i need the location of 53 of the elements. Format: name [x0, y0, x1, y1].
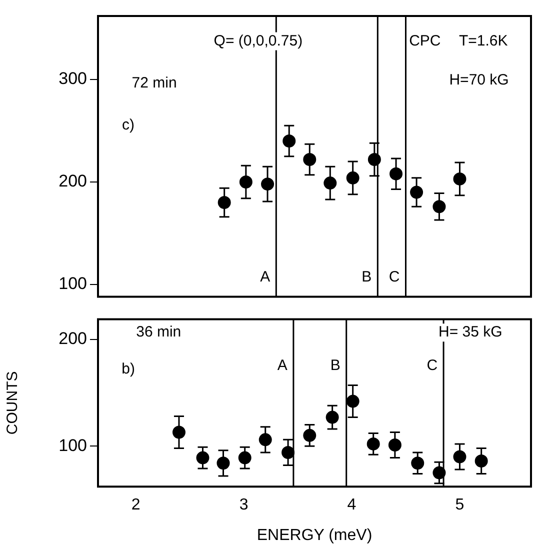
- point: [324, 176, 337, 190]
- point: [303, 428, 316, 442]
- point: [453, 172, 466, 186]
- ref-line-label: A: [277, 357, 288, 374]
- annotation: H=70 kG: [449, 72, 509, 89]
- ref-line-label: A: [260, 268, 270, 286]
- x-tick-label: 5: [455, 496, 464, 514]
- point: [238, 451, 252, 464]
- y-axis-title: COUNTS: [4, 371, 22, 435]
- annotation: 72 min: [132, 74, 177, 92]
- point: [216, 456, 230, 470]
- ref-line-label: B: [330, 357, 340, 374]
- annotation: Q= (0,0,0.75): [214, 32, 303, 50]
- point: [388, 438, 402, 452]
- y-tick-label: 200: [58, 329, 87, 348]
- ref-line-label: C: [426, 357, 438, 374]
- point: [368, 152, 381, 166]
- annotation: T=1.6K: [458, 32, 508, 50]
- point: [432, 466, 446, 480]
- x-tick-label: 3: [239, 496, 248, 514]
- point: [346, 171, 360, 184]
- point: [303, 152, 316, 166]
- y-tick-label: 100: [58, 274, 87, 294]
- point: [366, 437, 380, 450]
- y-tick-label: 300: [58, 69, 87, 88]
- annotation: H= 35 kG: [438, 324, 502, 341]
- point: [432, 200, 446, 214]
- point: [261, 178, 274, 191]
- point: [218, 196, 231, 210]
- point: [282, 134, 296, 148]
- point: [453, 450, 466, 464]
- point: [410, 186, 424, 199]
- y-tick-label: 100: [58, 436, 87, 455]
- point: [239, 176, 252, 189]
- point: [346, 394, 360, 408]
- annotation: b): [122, 360, 135, 378]
- point: [326, 410, 339, 424]
- annotation: CPC: [409, 32, 441, 50]
- point: [411, 456, 424, 470]
- annotation: 36 min: [136, 324, 182, 341]
- point: [390, 167, 403, 180]
- ref-line-label: B: [362, 268, 372, 286]
- x-axis-title: ENERGY (meV): [256, 526, 372, 544]
- y-tick-label: 200: [58, 172, 87, 191]
- point: [196, 451, 210, 464]
- annotation: c): [122, 116, 135, 134]
- point: [282, 446, 295, 459]
- point: [172, 426, 186, 439]
- x-tick-label: 4: [347, 496, 356, 514]
- ref-line-label: C: [388, 268, 400, 286]
- x-tick-label: 2: [131, 496, 140, 514]
- point: [474, 454, 488, 468]
- point: [258, 433, 272, 446]
